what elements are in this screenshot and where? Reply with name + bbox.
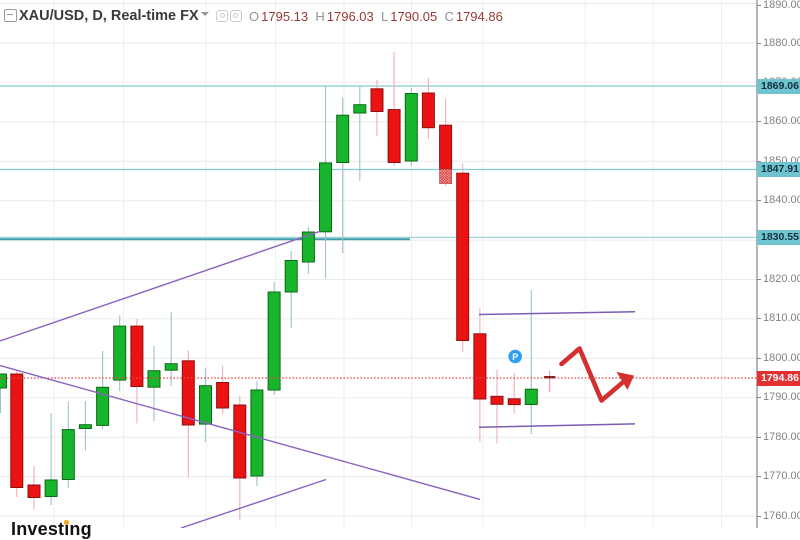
svg-text:P: P — [512, 352, 518, 362]
